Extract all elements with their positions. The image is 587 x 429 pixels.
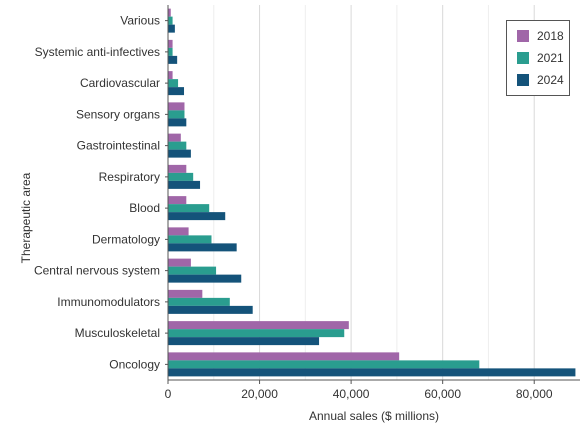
category-label: Immunomodulators xyxy=(57,295,160,309)
legend-label-2021: 2021 xyxy=(537,51,564,65)
bar-2021-respiratory xyxy=(168,172,194,181)
bar-2021-cardiovascular xyxy=(168,79,179,88)
bar-2018-oncology xyxy=(168,352,400,361)
bar-2024-musculoskeletal xyxy=(168,337,320,346)
x-tick-label: 80,000 xyxy=(516,387,553,401)
bar-2018-immunomodulators xyxy=(168,289,203,298)
bar-2021-gastrointestinal xyxy=(168,141,187,150)
legend-swatch-2018 xyxy=(517,30,529,42)
tick-labels: Various Systemic anti-infectives Cardiovas… xyxy=(34,14,553,401)
axes xyxy=(165,5,580,384)
bar-2018-musculoskeletal xyxy=(168,321,349,330)
x-tick-label: 0 xyxy=(165,387,172,401)
bar-2024-various xyxy=(168,24,175,33)
y-axis-title: Therapeutic area xyxy=(19,172,33,263)
x-tick-label: 40,000 xyxy=(333,387,370,401)
bar-2018-various xyxy=(168,8,171,17)
x-tick-label: 60,000 xyxy=(424,387,461,401)
bar-2024-respiratory xyxy=(168,180,201,189)
category-label: Respiratory xyxy=(99,170,160,184)
bar-2024-oncology xyxy=(168,368,576,377)
legend-item-2021: 2021 xyxy=(517,51,564,65)
x-axis-title: Annual sales ($ millions) xyxy=(309,409,439,423)
bar-2021-musculoskeletal xyxy=(168,329,345,338)
bar-2021-blood xyxy=(168,204,210,213)
legend-item-2018: 2018 xyxy=(517,29,564,43)
bar-2024-blood xyxy=(168,212,226,221)
legend-swatch-2024 xyxy=(517,74,529,86)
category-label: Cardiovascular xyxy=(80,76,160,90)
category-label: Various xyxy=(120,14,160,28)
bar-2021-central-nervous-system xyxy=(168,266,217,275)
bar-2024-cardiovascular xyxy=(168,87,185,96)
category-label: Systemic anti-infectives xyxy=(35,45,160,59)
bar-2024-central-nervous-system xyxy=(168,274,242,283)
bar-2024-gastrointestinal xyxy=(168,149,191,158)
bar-2018-sensory-organs xyxy=(168,102,185,111)
legend-label-2018: 2018 xyxy=(537,29,564,43)
legend-swatch-2021 xyxy=(517,52,529,64)
bar-2024-sensory-organs xyxy=(168,118,187,127)
bar-2021-immunomodulators xyxy=(168,297,230,306)
bars xyxy=(168,8,576,377)
bar-2018-respiratory xyxy=(168,164,187,173)
bar-2018-dermatology xyxy=(168,227,189,236)
bar-2018-central-nervous-system xyxy=(168,258,191,267)
category-label: Central nervous system xyxy=(34,264,160,278)
category-label: Oncology xyxy=(109,357,160,371)
bar-2021-sensory-organs xyxy=(168,110,185,119)
legend-item-2024: 2024 xyxy=(517,73,564,87)
bar-2024-dermatology xyxy=(168,243,237,252)
bar-2021-oncology xyxy=(168,360,480,369)
x-tick-label: 20,000 xyxy=(241,387,278,401)
category-label: Sensory organs xyxy=(76,107,160,121)
bar-2018-gastrointestinal xyxy=(168,133,181,142)
bar-2021-systemic-anti-infectives xyxy=(168,47,173,56)
bar-2024-systemic-anti-infectives xyxy=(168,55,178,64)
category-label: Musculoskeletal xyxy=(75,326,160,340)
bar-2018-systemic-anti-infectives xyxy=(168,39,173,48)
bar-2024-immunomodulators xyxy=(168,305,253,314)
bar-2018-cardiovascular xyxy=(168,71,173,80)
legend: 2018 2021 2024 xyxy=(506,20,570,96)
bar-2021-dermatology xyxy=(168,235,212,244)
category-label: Gastrointestinal xyxy=(77,139,160,153)
bar-2018-blood xyxy=(168,196,187,205)
category-label: Blood xyxy=(129,201,160,215)
bar-2021-various xyxy=(168,16,173,25)
legend-label-2024: 2024 xyxy=(537,73,564,87)
category-label: Dermatology xyxy=(92,232,160,246)
